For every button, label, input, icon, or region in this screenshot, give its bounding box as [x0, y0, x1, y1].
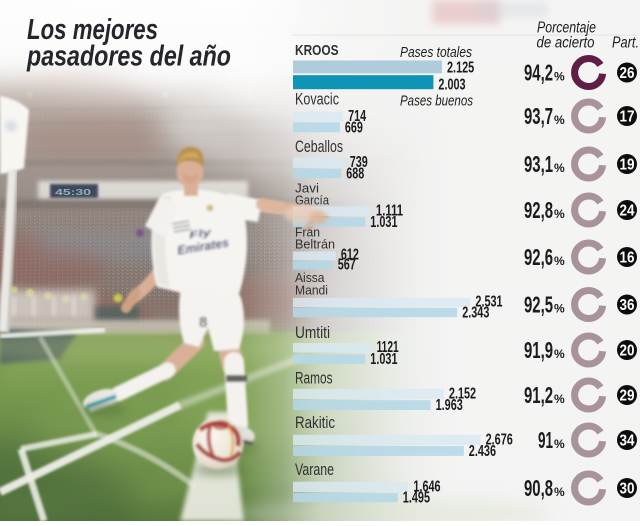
svg-text:92,8: 92,8 [524, 197, 553, 223]
svg-text:91,2: 91,2 [524, 382, 553, 408]
svg-text:Kovacic: Kovacic [295, 89, 339, 108]
svg-text:de acierto: de acierto [537, 35, 595, 52]
svg-text:1.111: 1.111 [376, 203, 403, 220]
svg-text:94,2: 94,2 [524, 60, 553, 86]
svg-text:%: % [554, 392, 565, 406]
svg-text:1.646: 1.646 [413, 478, 440, 495]
svg-text:1.495: 1.495 [403, 489, 430, 506]
svg-text:Pases buenos: Pases buenos [400, 94, 473, 110]
svg-text:Aissa: Aissa [295, 270, 325, 285]
svg-text:93,7: 93,7 [524, 103, 553, 129]
svg-text:Mandi: Mandi [295, 283, 328, 298]
svg-text:%: % [554, 485, 565, 499]
svg-text:Rakitic: Rakitic [295, 413, 335, 432]
svg-text:1.031: 1.031 [370, 214, 397, 231]
svg-text:Ceballos: Ceballos [295, 137, 343, 156]
svg-text:17: 17 [620, 108, 635, 125]
svg-text:567: 567 [338, 257, 356, 274]
svg-text:Umtiti: Umtiti [295, 323, 330, 342]
svg-text:pasadores del año: pasadores del año [26, 41, 231, 73]
svg-text:%: % [554, 161, 565, 175]
svg-text:92,5: 92,5 [524, 292, 553, 318]
svg-text:688: 688 [346, 165, 364, 182]
svg-text:Fran: Fran [295, 225, 320, 240]
svg-text:1121: 1121 [377, 339, 399, 356]
svg-text:Fly: Fly [188, 227, 212, 241]
svg-text:739: 739 [350, 154, 368, 171]
svg-text:16: 16 [620, 249, 635, 266]
svg-text:2.003: 2.003 [438, 76, 465, 93]
svg-text:36: 36 [620, 297, 635, 314]
svg-text:%: % [554, 113, 565, 127]
svg-text:Porcentaje: Porcentaje [537, 20, 596, 37]
svg-text:91,9: 91,9 [524, 337, 553, 363]
svg-text:KROOS: KROOS [295, 42, 339, 59]
svg-text:1.031: 1.031 [370, 351, 397, 368]
svg-text:2.531: 2.531 [475, 294, 502, 311]
svg-text:2.676: 2.676 [486, 432, 513, 449]
svg-text:20: 20 [620, 342, 635, 359]
svg-text:93,1: 93,1 [524, 151, 553, 177]
svg-text:29: 29 [620, 387, 635, 404]
svg-text:26: 26 [620, 65, 635, 82]
svg-text:2.152: 2.152 [449, 386, 476, 403]
svg-text:Part.: Part. [612, 35, 639, 52]
svg-text:%: % [554, 437, 565, 451]
svg-text:45:30: 45:30 [55, 188, 92, 197]
svg-text:%: % [554, 207, 565, 221]
svg-text:Varane: Varane [295, 460, 334, 479]
svg-text:García: García [295, 192, 330, 207]
svg-text:2.343: 2.343 [462, 304, 489, 321]
svg-text:92,6: 92,6 [524, 244, 553, 270]
svg-text:2.436: 2.436 [469, 443, 496, 460]
svg-text:Beltrán: Beltrán [295, 237, 335, 252]
svg-text:714: 714 [348, 108, 366, 125]
svg-text:612: 612 [341, 247, 359, 264]
svg-text:8: 8 [199, 314, 207, 331]
svg-text:91: 91 [538, 427, 553, 453]
svg-text:1.963: 1.963 [436, 397, 463, 414]
svg-text:90,8: 90,8 [524, 475, 553, 501]
svg-text:%: % [554, 302, 565, 316]
svg-text:669: 669 [345, 120, 363, 137]
svg-text:30: 30 [620, 480, 635, 497]
svg-text:%: % [554, 254, 565, 268]
svg-text:19: 19 [620, 156, 635, 173]
svg-text:34: 34 [620, 432, 635, 449]
svg-text:2.125: 2.125 [447, 60, 474, 77]
svg-text:Javi: Javi [295, 180, 319, 195]
svg-text:Los mejores: Los mejores [27, 14, 158, 46]
svg-text:24: 24 [620, 202, 635, 219]
svg-text:Pases totales: Pases totales [400, 45, 472, 61]
svg-text:%: % [554, 347, 565, 361]
svg-text:Ramos: Ramos [295, 369, 333, 388]
svg-text:%: % [554, 70, 565, 84]
